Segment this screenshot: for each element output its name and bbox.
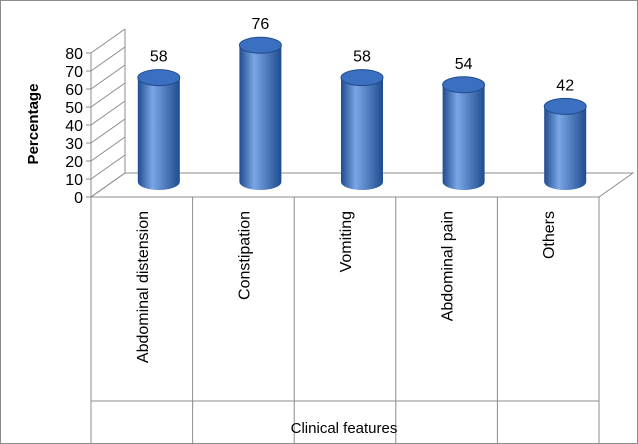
bar-body	[544, 106, 587, 190]
bar-top	[340, 69, 384, 87]
bar-top	[137, 69, 181, 87]
data-label: 42	[556, 77, 574, 94]
x-tick-label: Abdominal pain	[440, 211, 457, 321]
bar-top	[238, 36, 282, 54]
y-tick-label: 50	[65, 100, 83, 117]
y-tick-connector	[90, 154, 126, 180]
bar-body	[137, 77, 180, 190]
bar-top	[543, 97, 587, 115]
y-tick-label: 20	[65, 154, 83, 171]
bar-top	[442, 76, 486, 94]
y-tick-connector	[90, 100, 126, 126]
bar-body	[341, 77, 383, 190]
bar-4	[442, 76, 486, 190]
y-tick-connector	[90, 118, 126, 144]
y-tick-connector	[90, 64, 126, 90]
y-tick-label: 10	[65, 172, 83, 189]
x-tick-label: Vomiting	[338, 211, 355, 272]
y-tick-connector	[90, 172, 126, 198]
bar-2	[238, 36, 282, 191]
bar-5	[543, 97, 587, 190]
bars-layer	[137, 36, 587, 191]
y-tick-connector	[90, 28, 126, 54]
data-label: 58	[150, 49, 168, 66]
y-tick-label: 40	[65, 118, 83, 135]
x-tick-label: Others	[541, 211, 558, 259]
y-tick-connector	[90, 136, 126, 162]
x-tick-label: Abdominal distension	[135, 211, 152, 363]
data-label: 76	[252, 16, 270, 33]
y-tick-connector	[90, 46, 126, 72]
labels-layer: 58 76 58 54 42 Abdominal distension Constipati…	[135, 16, 574, 363]
bar-3	[340, 69, 384, 190]
data-label: 54	[455, 56, 473, 73]
x-tick-label: Constipation	[236, 211, 253, 300]
bar-1	[137, 69, 181, 190]
data-label: 58	[353, 49, 371, 66]
y-tick-label: 0	[74, 190, 83, 207]
y-tick-label: 80	[65, 46, 83, 63]
y-tick-label: 70	[65, 64, 83, 81]
bar-body	[239, 45, 282, 191]
y-tick-label: 60	[65, 82, 83, 99]
bar-body	[442, 84, 485, 190]
y-axis-label: Percentage	[25, 84, 42, 165]
y-tick-connector	[90, 82, 126, 108]
x-axis-label: Clinical features	[291, 420, 398, 437]
y-tick-label: 30	[65, 136, 83, 153]
